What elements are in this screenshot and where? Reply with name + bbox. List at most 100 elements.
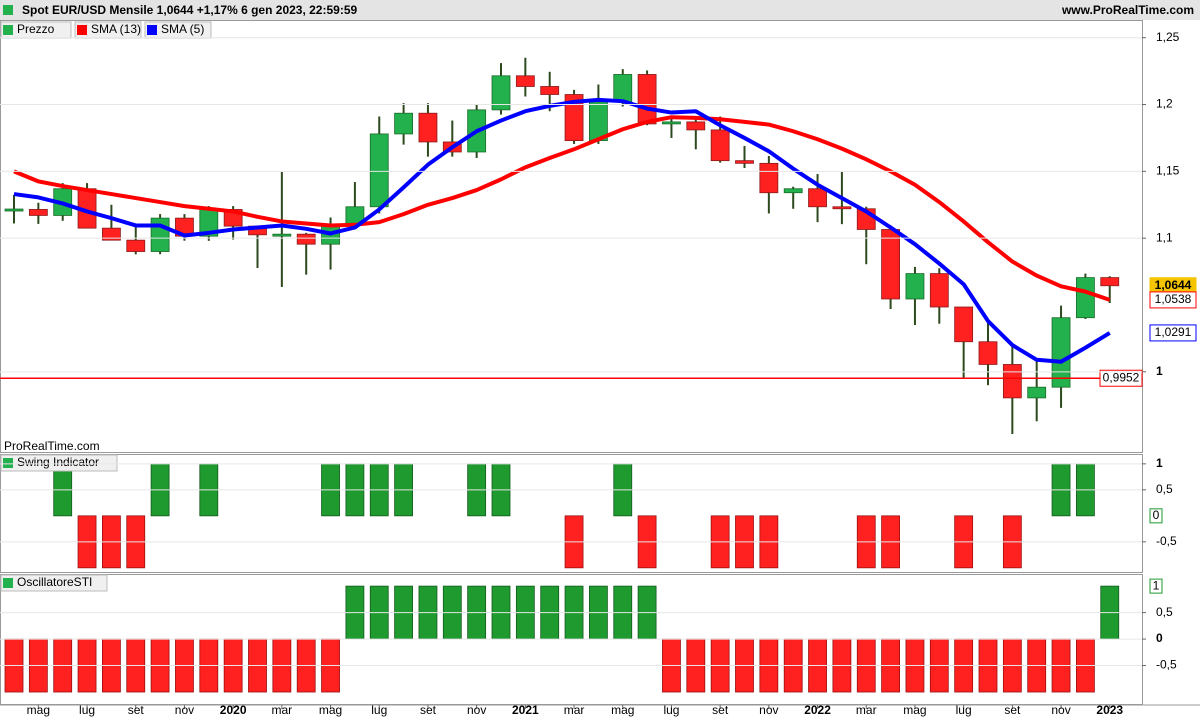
candle-body: [102, 227, 121, 241]
legend-swatch: [77, 25, 87, 35]
legend-swatch: [3, 458, 13, 468]
y-tick-label: 1,15: [1156, 164, 1180, 178]
x-tick-label: lug: [79, 703, 95, 717]
candle-body: [540, 86, 560, 95]
x-tick-label: lug: [956, 703, 972, 717]
candle-body: [808, 188, 827, 208]
x-tick-label: set: [128, 703, 145, 717]
candle-body: [710, 129, 730, 162]
candle-body: [564, 94, 584, 142]
candle-body: [1002, 364, 1022, 399]
legend-label: Swing Indicator: [17, 455, 99, 469]
x-tick-label: nov: [1051, 703, 1070, 717]
current-value-box: [1149, 578, 1163, 594]
y-tick-label: 1: [1156, 364, 1163, 378]
legend-swatch: [147, 25, 157, 35]
x-tick-label: 2022: [804, 703, 831, 717]
candle-body: [369, 133, 389, 208]
x-tick-label: set: [1004, 703, 1021, 717]
candle-body: [296, 233, 316, 245]
y-tick-label: -0,5: [1156, 658, 1177, 672]
legend-swatch: [3, 25, 13, 35]
price-label: 1,0291: [1155, 325, 1192, 339]
candle-body: [978, 341, 998, 365]
x-tick-label: 2023: [1096, 703, 1123, 717]
legend-box: [0, 574, 108, 592]
x-tick-label: nov: [759, 703, 778, 717]
x-tick-label: mag: [319, 703, 342, 717]
price-label: 1,0644: [1155, 278, 1192, 292]
legend-label: SMA (5): [161, 22, 204, 36]
candle-body: [905, 273, 925, 300]
sma-line: [13, 97, 1111, 364]
header-site: www.ProRealTime.com: [1061, 3, 1194, 17]
price-label-box: [1099, 369, 1143, 387]
main-panel: [0, 20, 1143, 453]
legend-label: OscillatoreSTI: [17, 575, 92, 589]
x-tick-label: lug: [371, 703, 387, 717]
y-tick-label: -0,5: [1156, 534, 1177, 548]
candle-body: [735, 160, 754, 164]
candle-body: [418, 112, 438, 143]
candle-body: [150, 217, 170, 252]
y-tick-label: 0: [1156, 631, 1163, 645]
candle-body: [832, 206, 852, 210]
legend-label: SMA (13): [91, 22, 141, 36]
candle-body: [662, 121, 681, 125]
candle-body: [1051, 317, 1071, 388]
candle-body: [4, 208, 24, 212]
price-label-box: [1149, 324, 1197, 342]
y-tick-label: 1: [1156, 456, 1163, 470]
candle-body: [515, 75, 535, 87]
y-tick-label: 1,25: [1156, 30, 1180, 44]
candle-body: [394, 112, 414, 135]
candle-body: [491, 75, 511, 111]
candle-body: [783, 188, 803, 194]
candle-body: [272, 233, 292, 237]
legend-box: [0, 454, 118, 472]
sma-line: [13, 115, 1111, 302]
x-tick-label: nov: [175, 703, 194, 717]
candle-body: [28, 209, 48, 216]
candle-body: [881, 229, 900, 300]
x-tick-label: mag: [611, 703, 634, 717]
watermark: ProRealTime.com: [4, 439, 100, 453]
header-bar: [0, 0, 1200, 20]
price-label: 1,0538: [1155, 292, 1192, 306]
x-tick-label: lug: [663, 703, 679, 717]
x-tick-label: 2021: [512, 703, 539, 717]
header-title: Spot EUR/USD Mensile 1,0644 +1,17% 6 gen…: [22, 3, 357, 17]
x-tick-label: mar: [564, 703, 585, 717]
x-tick-label: set: [712, 703, 729, 717]
candle-body: [759, 162, 779, 194]
current-value: 0: [1153, 508, 1160, 522]
candle-body: [954, 306, 974, 343]
candle-body: [686, 121, 706, 131]
x-tick-label: mag: [27, 703, 50, 717]
y-tick-label: 0,5: [1156, 482, 1173, 496]
current-value: 1: [1153, 578, 1160, 592]
y-tick-label: 1,1: [1156, 230, 1173, 244]
x-tick-label: mag: [903, 703, 926, 717]
current-value-box: [1149, 508, 1163, 524]
price-label: 0,9952: [1103, 370, 1140, 384]
legend-swatch: [3, 578, 13, 588]
y-tick-label: 0,5: [1156, 605, 1173, 619]
x-tick-label: mar: [856, 703, 877, 717]
candle-body: [1100, 277, 1120, 287]
x-tick-label: 2020: [220, 703, 247, 717]
y-tick-label: 1,2: [1156, 97, 1173, 111]
x-tick-label: nov: [467, 703, 486, 717]
candle-body: [1076, 277, 1095, 319]
x-tick-label: set: [420, 703, 437, 717]
x-tick-label: mar: [272, 703, 293, 717]
candle-body: [929, 273, 949, 308]
candle-body: [126, 239, 146, 252]
header-icon: [3, 5, 13, 15]
candle-body: [637, 74, 657, 125]
price-label-box: [1149, 291, 1197, 309]
swing-panel: [0, 454, 1143, 573]
candle-body: [1027, 386, 1047, 399]
legend-label: Prezzo: [17, 22, 55, 36]
